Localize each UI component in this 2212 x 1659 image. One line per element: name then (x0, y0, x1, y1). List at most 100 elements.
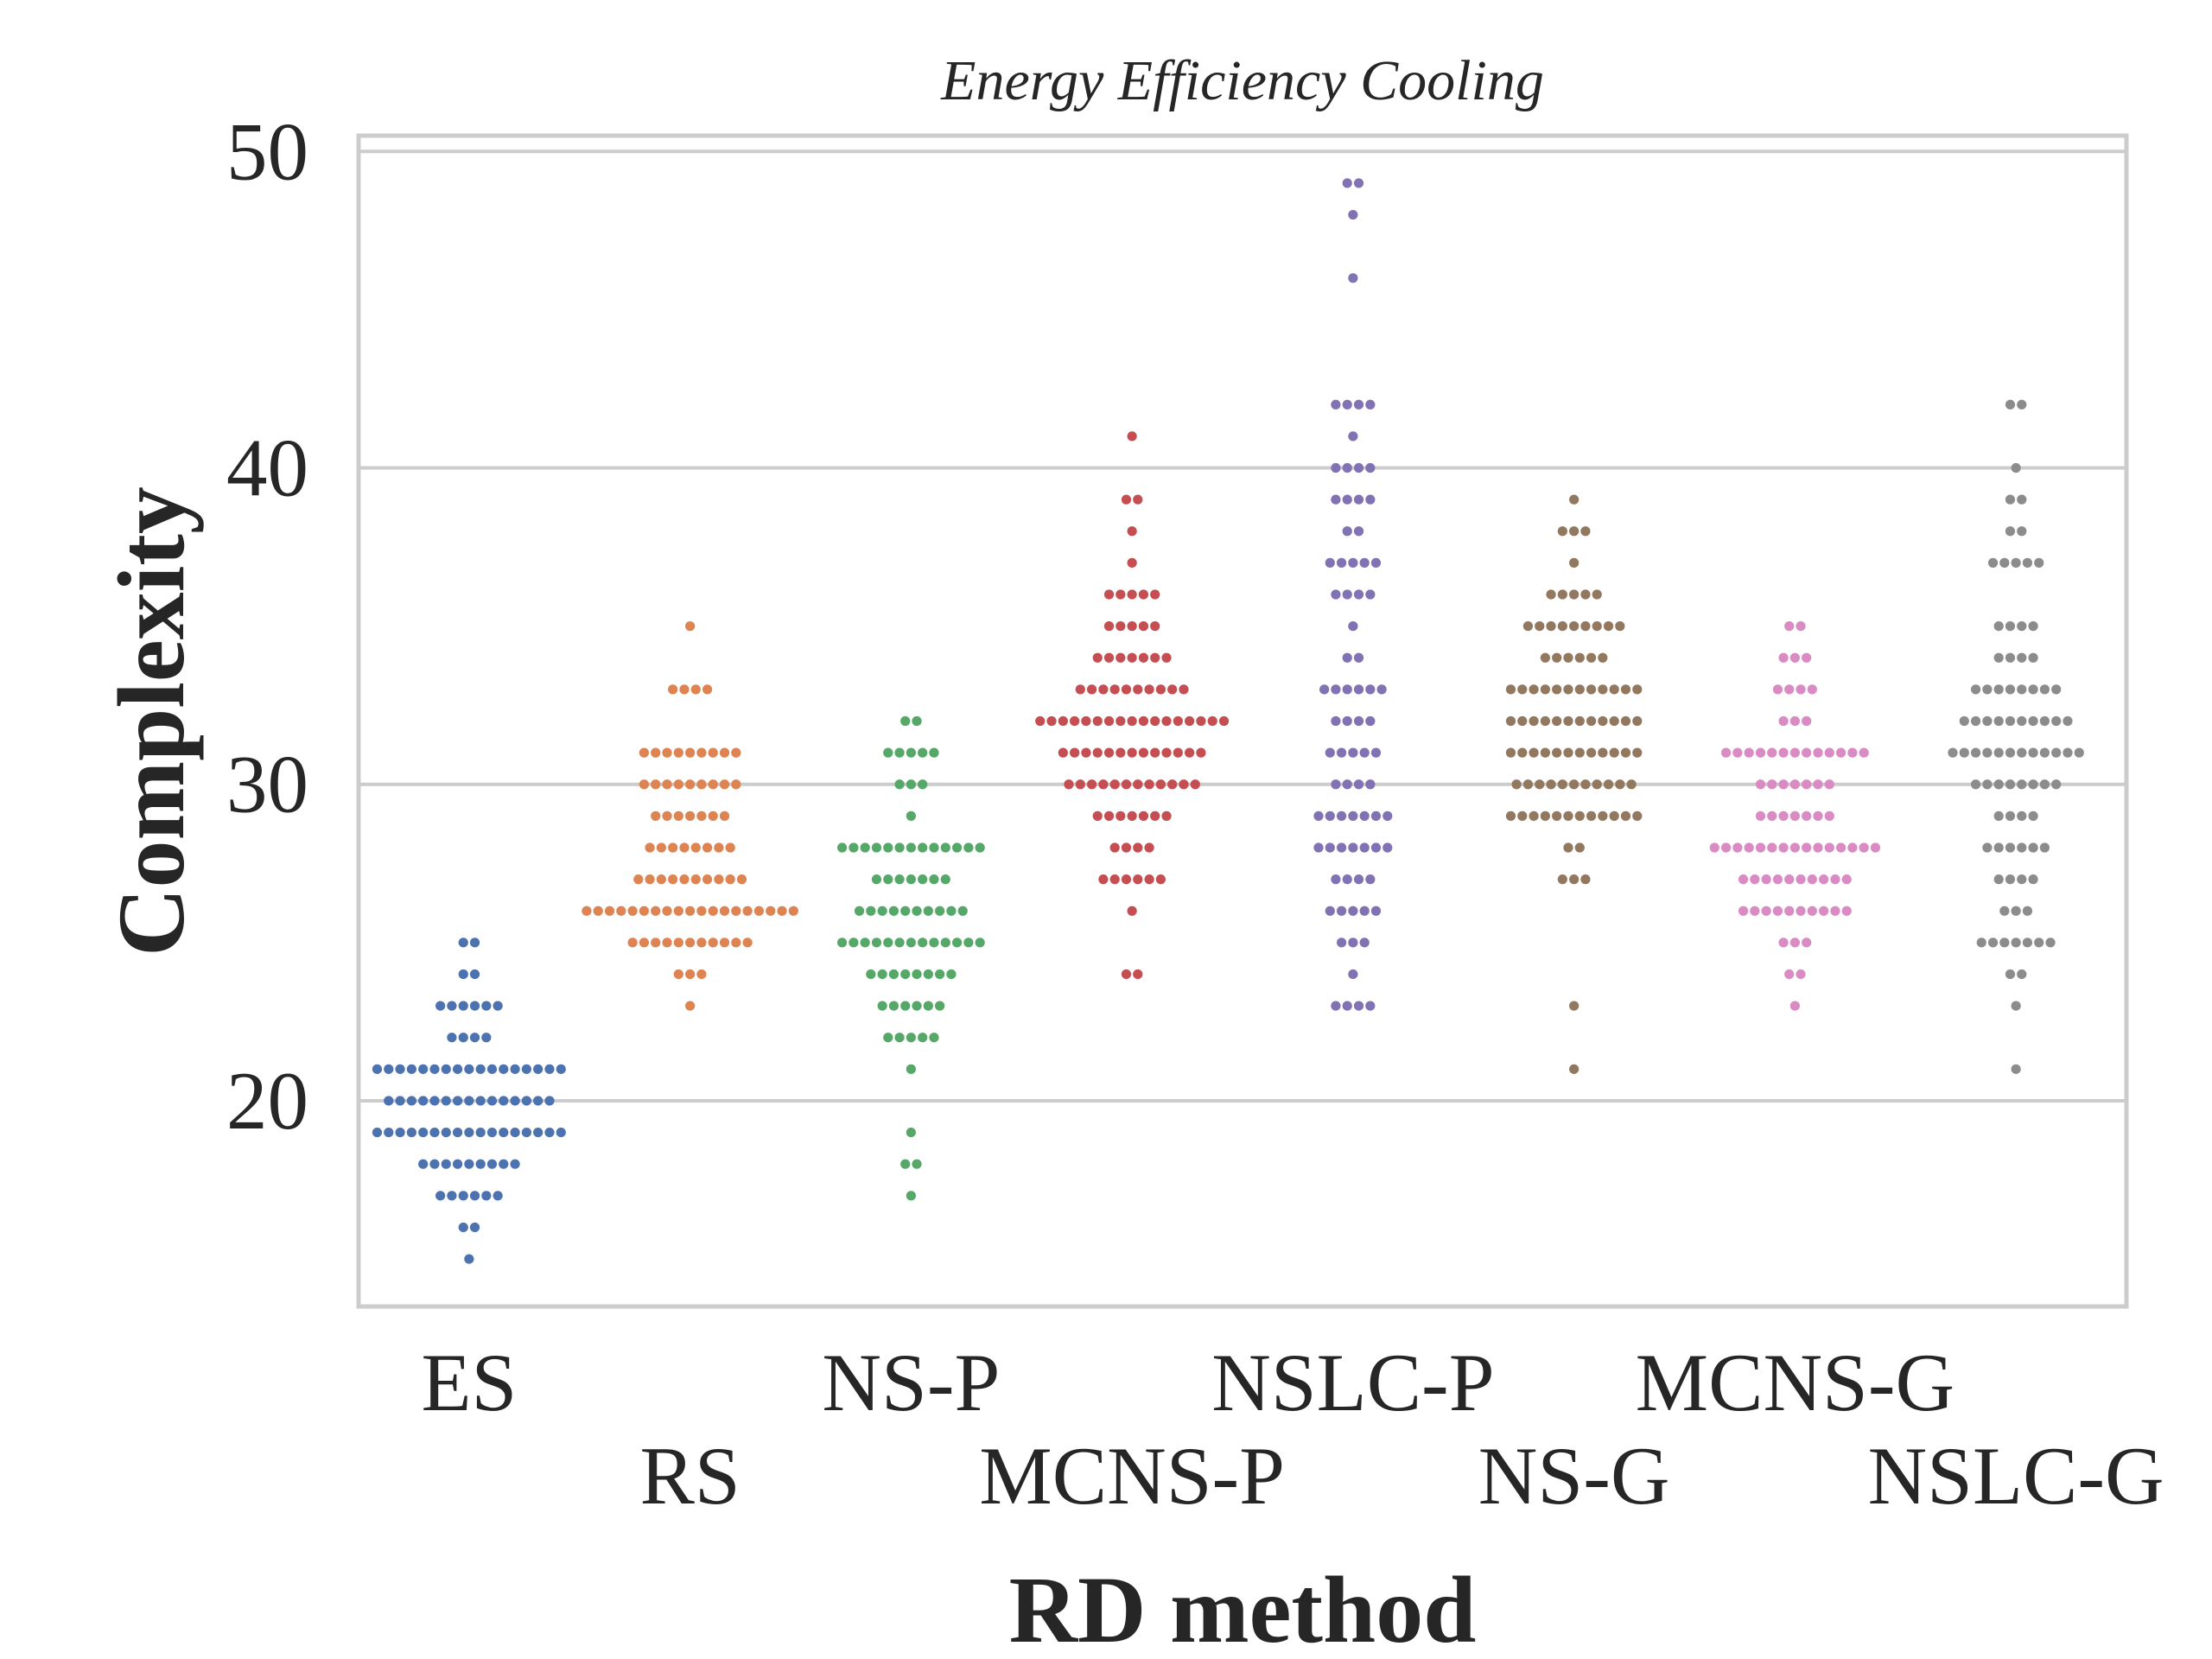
point-ns-p (894, 938, 905, 948)
point-ns-g (1569, 526, 1580, 537)
plot-frame (356, 133, 2129, 1309)
point-nslc-g (2005, 715, 2016, 727)
point-rs (696, 747, 707, 758)
point-es (418, 1096, 429, 1106)
point-mcns-g (1807, 684, 1817, 695)
x-tick-label-es: ES (421, 1337, 517, 1428)
point-es (447, 1191, 457, 1201)
point-rs (639, 938, 650, 948)
point-ns-g (1598, 715, 1608, 727)
point-es (435, 1191, 446, 1201)
point-nslc-p (1365, 684, 1376, 695)
series-rs (582, 621, 798, 1011)
point-ns-p (906, 842, 916, 853)
point-nslc-g (1987, 938, 1999, 948)
point-nslc-p (1353, 684, 1364, 695)
point-nslc-g (2028, 621, 2038, 632)
point-mcns-g (1750, 874, 1760, 885)
point-mcns-g (1789, 1001, 1800, 1011)
x-tick-label-ns-g: NS-G (1478, 1430, 1670, 1522)
point-nslc-g (2005, 652, 2016, 663)
point-mcns-p (1127, 715, 1137, 727)
point-mcns-g (1772, 684, 1783, 695)
point-ns-g (1569, 494, 1580, 505)
point-es (486, 1096, 498, 1106)
point-mcns-g (1830, 874, 1840, 885)
point-rs (662, 906, 672, 916)
point-nslc-g (2017, 621, 2027, 632)
point-rs (731, 747, 741, 758)
point-mcns-p (1086, 779, 1097, 790)
point-es (452, 1064, 463, 1074)
point-mcns-g (1772, 906, 1783, 916)
point-mcns-g (1761, 906, 1771, 916)
point-mcns-g (1859, 747, 1869, 758)
point-ns-g (1586, 684, 1597, 695)
point-ns-p (894, 874, 905, 885)
point-mcns-p (1161, 810, 1172, 821)
point-nslc-g (1970, 779, 1981, 790)
point-mcns-p (1075, 779, 1085, 790)
point-rs (668, 684, 678, 695)
point-es (481, 1033, 492, 1043)
point-mcns-p (1138, 747, 1149, 758)
point-nslc-g (2011, 557, 2021, 568)
point-nslc-g (1993, 842, 2004, 853)
point-nslc-p (1331, 589, 1341, 600)
point-rs (736, 874, 747, 885)
point-nslc-g (1999, 557, 2010, 568)
point-nslc-g (2017, 810, 2027, 821)
point-ns-g (1574, 715, 1585, 727)
x-tick-label-nslc-g: NSLC-G (1868, 1430, 2164, 1522)
point-es (458, 1222, 468, 1233)
point-ns-p (900, 1001, 911, 1011)
point-mcns-g (1789, 779, 1800, 790)
point-ns-p (906, 747, 916, 758)
point-nslc-p (1342, 874, 1352, 885)
point-nslc-p (1359, 906, 1370, 916)
point-ns-p (935, 969, 945, 980)
point-ns-p (906, 938, 916, 948)
point-ns-g (1563, 684, 1573, 695)
point-mcns-p (1127, 526, 1137, 537)
point-ns-g (1620, 715, 1631, 727)
point-ns-g (1580, 779, 1591, 790)
point-es (521, 1127, 531, 1138)
point-nslc-p (1348, 273, 1358, 283)
point-ns-p (849, 842, 859, 853)
point-nslc-p (1342, 1001, 1352, 1011)
point-mcns-g (1796, 969, 1806, 980)
point-nslc-p (1348, 747, 1358, 758)
point-nslc-g (2011, 1001, 2021, 1011)
point-ns-p (883, 938, 893, 948)
point-es (533, 1096, 543, 1106)
point-ns-g (1580, 621, 1591, 632)
point-rs (645, 874, 655, 885)
point-mcns-g (1778, 842, 1789, 853)
point-ns-p (900, 1159, 911, 1169)
point-es (406, 1127, 416, 1138)
point-mcns-p (1058, 715, 1068, 727)
point-nslc-g (2028, 779, 2038, 790)
point-mcns-g (1824, 747, 1834, 758)
point-mcns-p (1081, 715, 1091, 727)
point-nslc-p (1353, 652, 1364, 663)
y-tick-label: 30 (226, 739, 308, 830)
point-es (544, 1096, 555, 1106)
point-nslc-g (2045, 938, 2056, 948)
point-ns-p (871, 874, 882, 885)
point-mcns-g (1847, 842, 1858, 853)
point-ns-g (1598, 810, 1608, 821)
point-nslc-g (2028, 874, 2038, 885)
point-nslc-p (1342, 684, 1352, 695)
point-nslc-p (1353, 779, 1364, 790)
point-ns-g (1609, 810, 1619, 821)
point-ns-p (946, 906, 957, 916)
point-nslc-p (1353, 526, 1364, 537)
point-ns-g (1598, 747, 1608, 758)
point-ns-p (877, 969, 887, 980)
series-mcns-p (1035, 431, 1230, 980)
point-mcns-g (1789, 938, 1800, 948)
point-nslc-g (2051, 684, 2062, 695)
